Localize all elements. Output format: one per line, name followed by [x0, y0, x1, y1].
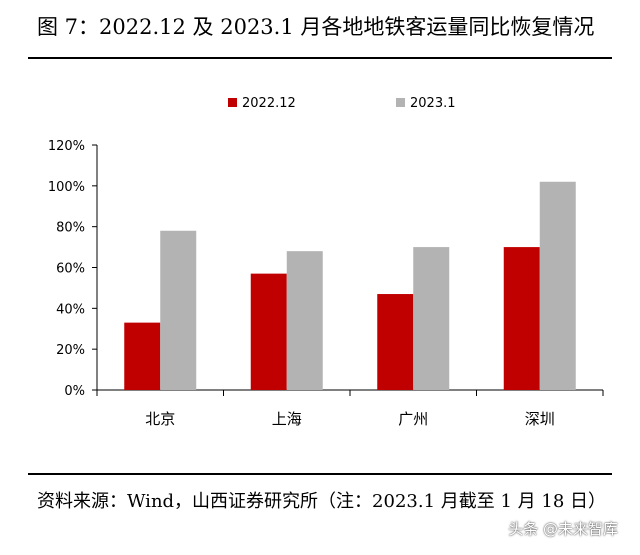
bar-2022.12-北京 — [124, 322, 161, 390]
legend-label: 2022.12 — [242, 96, 296, 111]
x-category-label: 广州 — [398, 410, 428, 428]
y-tick-label: 0% — [64, 384, 85, 399]
source-note: 资料来源：Wind，山西证券研究所（注：2023.1 月截至 1 月 18 日） — [37, 491, 607, 512]
legend-swatch — [396, 98, 405, 107]
bar-2023.1-深圳 — [539, 181, 576, 390]
watermark: 头条 @未来智库 — [508, 520, 618, 538]
x-category-label: 北京 — [145, 410, 175, 428]
bar-2023.1-广州 — [413, 247, 450, 390]
y-tick-label: 100% — [48, 180, 85, 195]
y-tick-label: 40% — [56, 302, 85, 317]
bar-2022.12-上海 — [250, 273, 287, 390]
bar-chart: 2022.12 2023.1 0% 20% 40% 60% 80% 100% 120% 北京 上海… — [48, 96, 604, 428]
chart-labels: 0% 20% 40% 60% 80% 100% 120% 北京 上海 广州 深圳 — [48, 139, 555, 428]
y-tick-label: 120% — [48, 139, 85, 154]
legend-swatch — [228, 98, 237, 107]
x-category-label: 上海 — [272, 410, 302, 428]
x-category-label: 深圳 — [525, 410, 555, 428]
bottom-rule — [28, 473, 612, 475]
legend-label: 2023.1 — [410, 96, 456, 111]
bar-2023.1-北京 — [160, 230, 197, 390]
bar-2023.1-上海 — [286, 251, 323, 390]
bar-2022.12-广州 — [377, 294, 414, 390]
bar-2022.12-深圳 — [503, 247, 540, 390]
chart-bars — [124, 181, 576, 390]
y-tick-label: 20% — [56, 343, 85, 358]
y-tick-label: 80% — [56, 221, 85, 236]
top-rule — [28, 57, 612, 59]
y-tick-label: 60% — [56, 262, 85, 277]
chart-legend: 2022.12 2023.1 — [228, 96, 456, 111]
figure-title: 图 7：2022.12 及 2023.1 月各地地铁客运量同比恢复情况 — [37, 15, 595, 39]
